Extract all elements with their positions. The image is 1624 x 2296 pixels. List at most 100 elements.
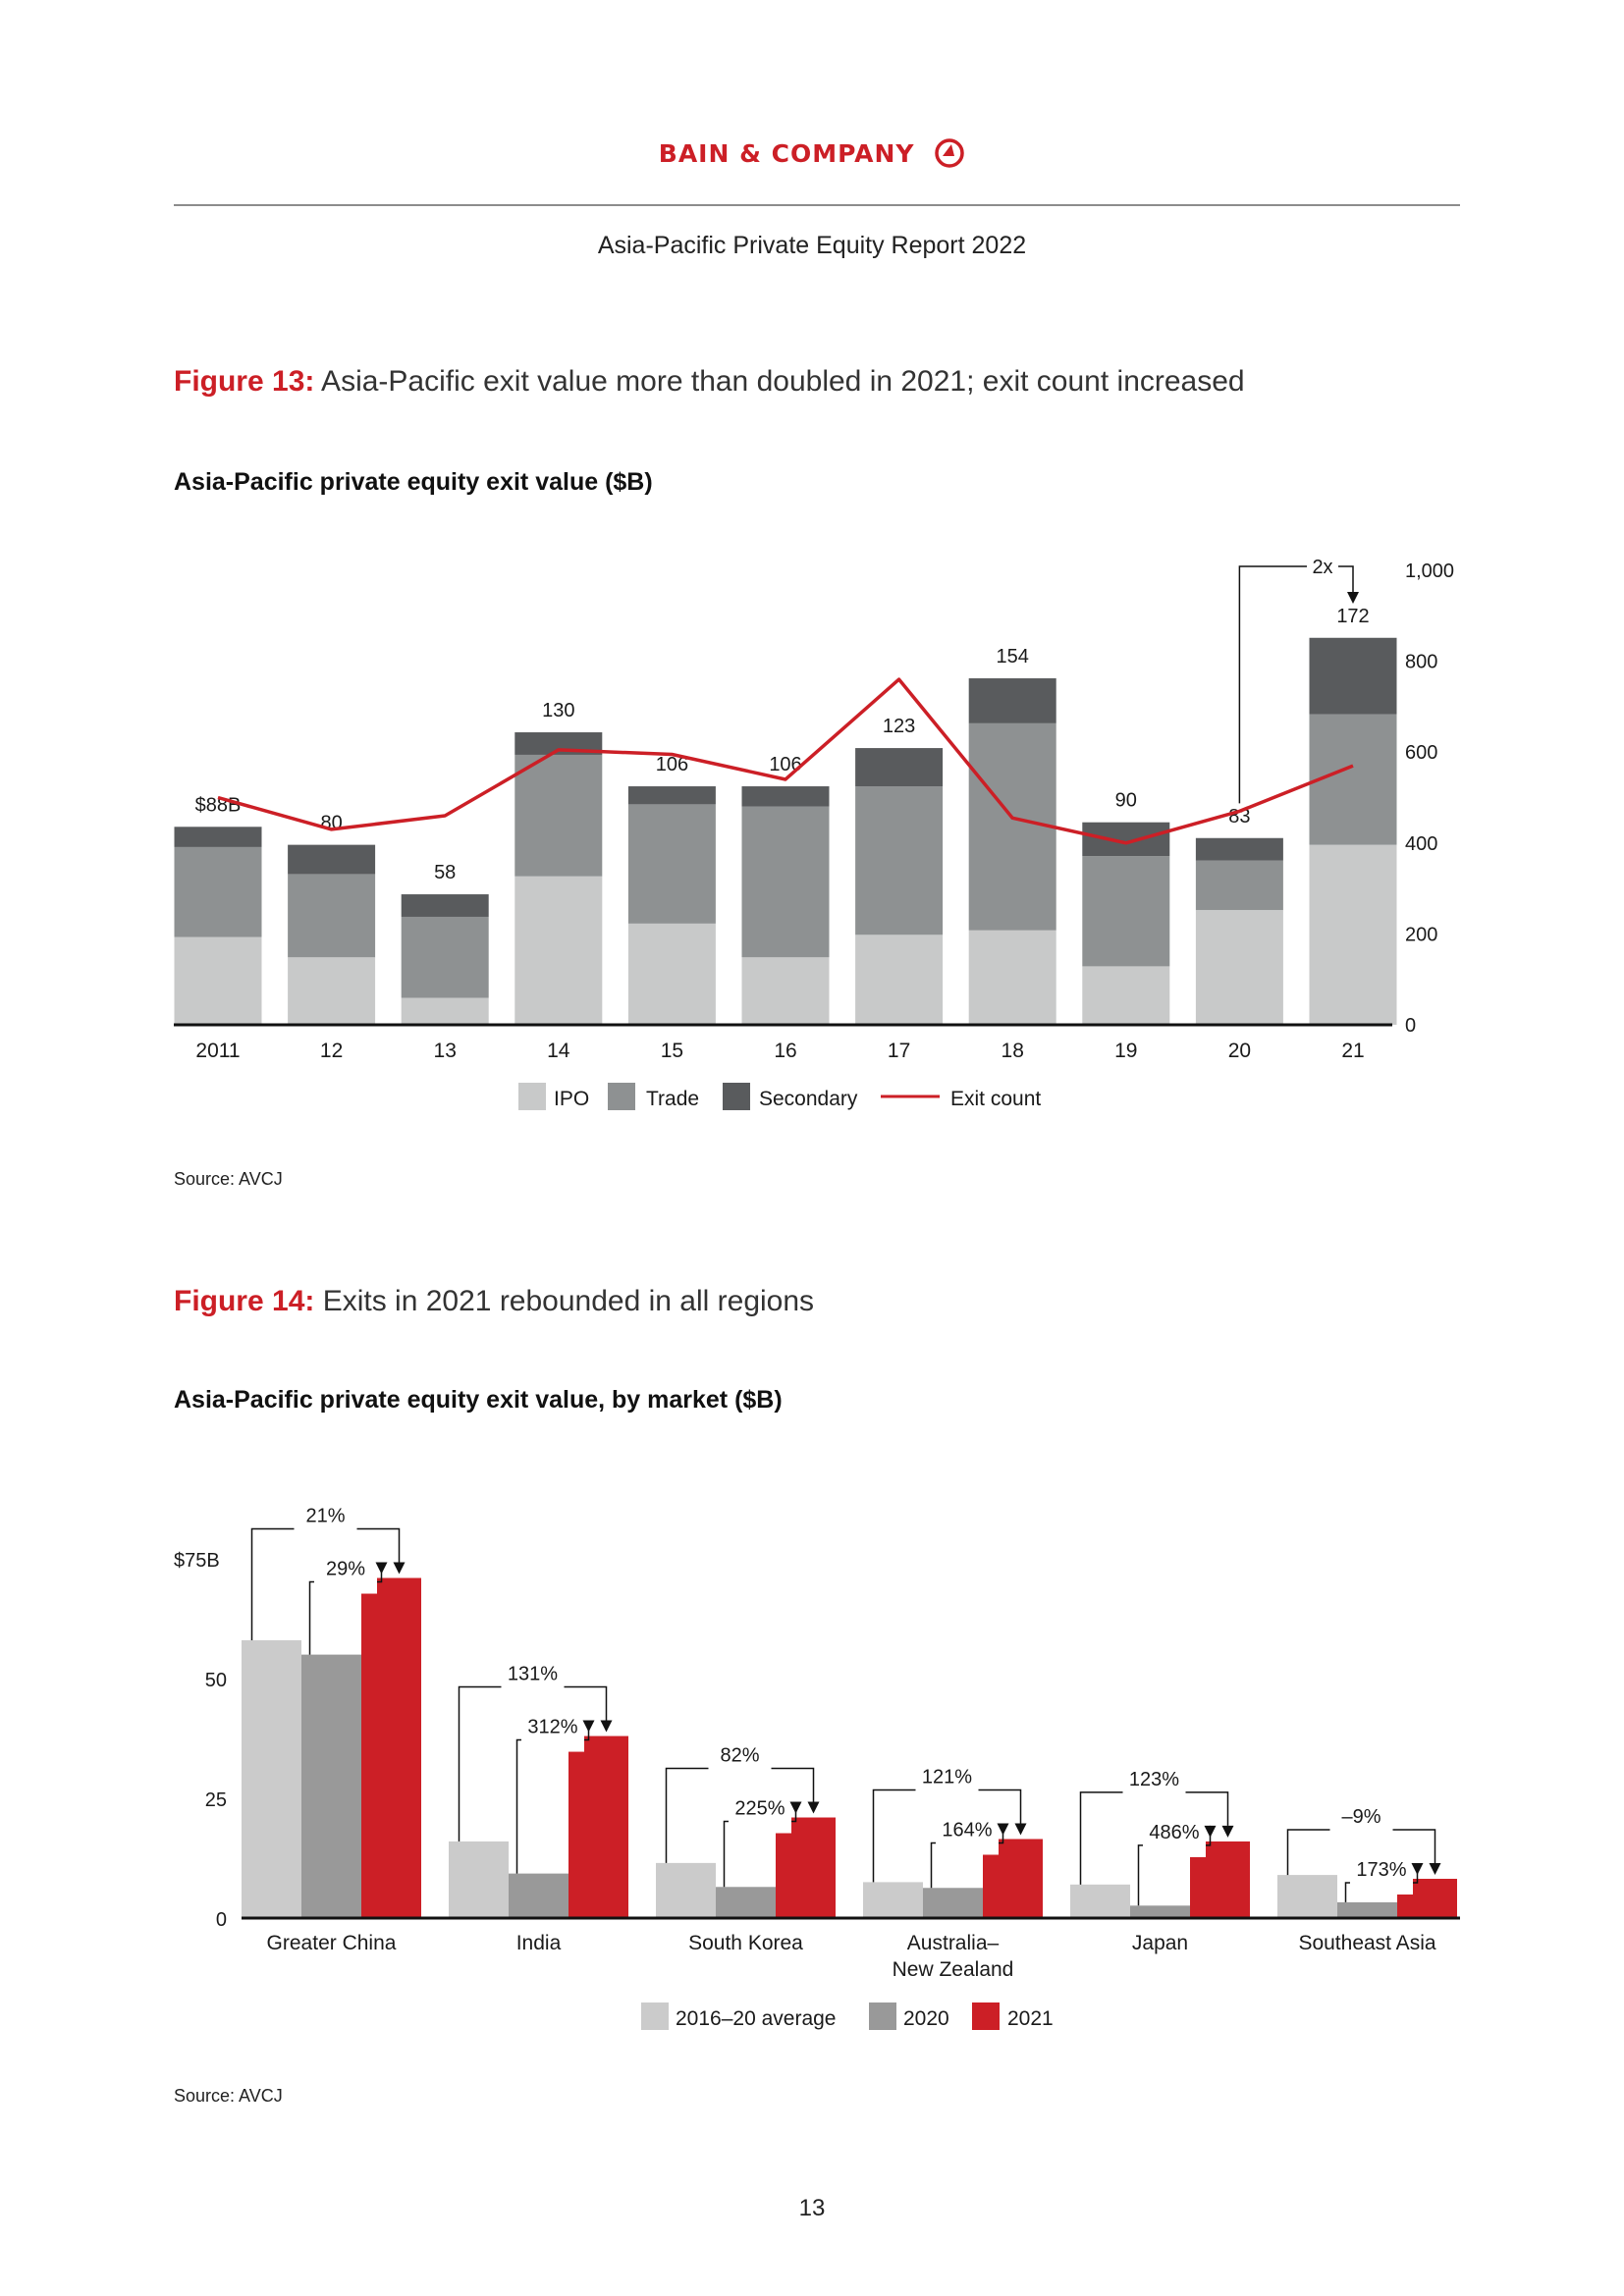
figure-14-subtitle: Asia-Pacific private equity exit value, …	[174, 1386, 783, 1414]
y-tick-50: 50	[205, 1670, 227, 1691]
x-tick-india-line-1: India	[516, 1932, 562, 1954]
x-tick-13: 13	[434, 1040, 457, 1062]
bar-2020-south-korea	[716, 1887, 776, 1918]
growth-label-bg-vs-2020-australia-new-zealand	[936, 1829, 999, 1855]
bar-ipo-17	[855, 934, 944, 1025]
brand-name: BAIN & COMPANY	[658, 139, 915, 168]
growth-label-vs-average-south-korea: 82%	[720, 1745, 759, 1767]
growth-label-vs-2020-southeast-asia: 173%	[1356, 1859, 1406, 1881]
y-tick-0: 0	[216, 1909, 227, 1931]
figure-14-label: Figure 14:	[174, 1285, 315, 1317]
x-tick-18: 18	[1001, 1040, 1024, 1062]
bar-ipo-20	[1195, 910, 1283, 1025]
bar-trade-19	[1082, 856, 1170, 967]
bar-ipo-16	[741, 957, 830, 1025]
bar-secondary-2011	[174, 827, 262, 847]
x-tick-20: 20	[1228, 1040, 1251, 1062]
bar-ipo-15	[627, 923, 716, 1025]
bar-secondary-19	[1082, 822, 1170, 857]
legend-label-ipo: IPO	[554, 1088, 589, 1110]
arrow-vs-average-icon-southeast-asia	[1429, 1862, 1441, 1875]
legend-swatch-2020	[869, 2002, 896, 2030]
x-tick-australia-new-zealand-line-1: Australia–	[907, 1932, 1000, 1954]
legend-swatch-ipo	[518, 1083, 546, 1110]
x-tick-21: 21	[1341, 1040, 1364, 1062]
legend-label-trade: Trade	[646, 1088, 699, 1110]
bar-ipo-13	[401, 997, 489, 1025]
bar-secondary-17	[855, 748, 944, 787]
growth-label-bg-vs-average-south-korea	[708, 1754, 772, 1781]
bar-2016-20-average-southeast-asia	[1277, 1875, 1337, 1918]
growth-label-vs-2020-greater-china: 29%	[326, 1559, 365, 1580]
bar-trade-13	[401, 916, 489, 998]
arrow-vs-average-icon-australia-new-zealand	[1014, 1823, 1027, 1836]
figure-13-subtitle: Asia-Pacific private equity exit value (…	[174, 468, 653, 496]
total-label-19: 90	[1115, 790, 1137, 812]
bar-2016-20-average-greater-china	[242, 1639, 301, 1918]
growth-label-bg-vs-2020-south-korea	[729, 1807, 791, 1834]
bar-2016-20-average-south-korea	[656, 1862, 716, 1918]
bar-secondary-18	[968, 678, 1056, 723]
growth-label-bg-vs-average-greater-china	[294, 1515, 357, 1541]
bar-2016-20-average-japan	[1070, 1884, 1130, 1918]
figure-14-title-text: Exits in 2021 rebounded in all regions	[314, 1285, 815, 1317]
arrow-vs-2020-icon-greater-china	[375, 1562, 388, 1575]
arrow-vs-2020-icon-japan	[1204, 1825, 1217, 1838]
bar-secondary-21	[1309, 637, 1397, 715]
brand-logo: BAIN & COMPANY	[0, 137, 1624, 169]
x-tick-australia-new-zealand-line-2: New Zealand	[893, 1958, 1014, 1981]
bar-secondary-16	[741, 786, 830, 807]
bar-trade-20	[1195, 860, 1283, 911]
arrow-vs-average-icon-india	[600, 1720, 613, 1733]
bar-2021-south-korea	[776, 1817, 836, 1918]
total-label-14: 130	[542, 700, 574, 721]
bar-ipo-2011	[174, 936, 262, 1025]
x-tick-14: 14	[547, 1040, 570, 1062]
legend-swatch-2021	[972, 2002, 1000, 2030]
arrow-vs-2020-icon-australia-new-zealand	[997, 1823, 1009, 1836]
x-tick-2011: 2011	[195, 1040, 240, 1062]
x-tick-16: 16	[774, 1040, 796, 1062]
x-tick-south-korea-line-1: South Korea	[688, 1932, 803, 1954]
right-axis-tick-1-000: 1,000	[1405, 561, 1454, 582]
growth-label-bg-vs-average-japan	[1122, 1778, 1186, 1804]
total-label-18: 154	[997, 646, 1029, 667]
growth-label-bg-vs-2020-india	[521, 1726, 584, 1752]
growth-bracket-line-end	[1338, 565, 1354, 594]
bar-trade-2011	[174, 846, 262, 937]
growth-label-bg-vs-average-australia-new-zealand	[915, 1776, 979, 1802]
x-tick-southeast-asia-line-1: Southeast Asia	[1298, 1932, 1435, 1954]
growth-label-vs-average-japan: 123%	[1129, 1769, 1179, 1790]
total-label-17: 123	[883, 716, 915, 737]
total-label-15: 106	[656, 754, 688, 775]
bar-trade-14	[514, 754, 603, 877]
growth-arrow-icon	[1347, 592, 1359, 604]
bar-secondary-15	[627, 786, 716, 805]
arrow-vs-2020-icon-south-korea	[789, 1801, 802, 1814]
bar-trade-18	[968, 722, 1056, 931]
figure-14-source: Source: AVCJ	[174, 2086, 283, 2106]
growth-label-vs-average-southeast-asia: –9%	[1341, 1806, 1380, 1828]
arrow-vs-2020-icon-southeast-asia	[1411, 1862, 1424, 1875]
figure-13-label: Figure 13:	[174, 365, 315, 398]
growth-label-vs-2020-india: 312%	[527, 1717, 577, 1738]
figure-14-title: Figure 14: Exits in 2021 rebounded in al…	[174, 1285, 814, 1318]
legend-label-exit-count: Exit count	[950, 1088, 1041, 1110]
growth-label-bg-vs-2020-southeast-asia	[1350, 1868, 1413, 1895]
right-axis-tick-600: 600	[1405, 742, 1437, 764]
x-tick-17: 17	[888, 1040, 910, 1062]
bar-secondary-12	[288, 844, 376, 875]
report-title: Asia-Pacific Private Equity Report 2022	[597, 232, 1027, 259]
x-tick-19: 19	[1114, 1040, 1137, 1062]
growth-bracket-line	[1238, 565, 1307, 804]
exit-value-chart: $88B201180125813130141061510616123171541…	[174, 557, 1454, 1110]
growth-label-vs-2020-australia-new-zealand: 164%	[942, 1819, 992, 1841]
growth-label-bg-vs-average-southeast-asia	[1329, 1815, 1393, 1842]
bar-2020-japan	[1130, 1905, 1190, 1918]
header-rule	[174, 204, 1460, 206]
figure-13-source: Source: AVCJ	[174, 1169, 283, 1189]
bar-2016-20-average-australia-new-zealand	[863, 1882, 923, 1918]
legend-label-secondary: Secondary	[759, 1088, 858, 1110]
x-tick-15: 15	[661, 1040, 683, 1062]
growth-label-bg-vs-average-india	[501, 1673, 565, 1699]
